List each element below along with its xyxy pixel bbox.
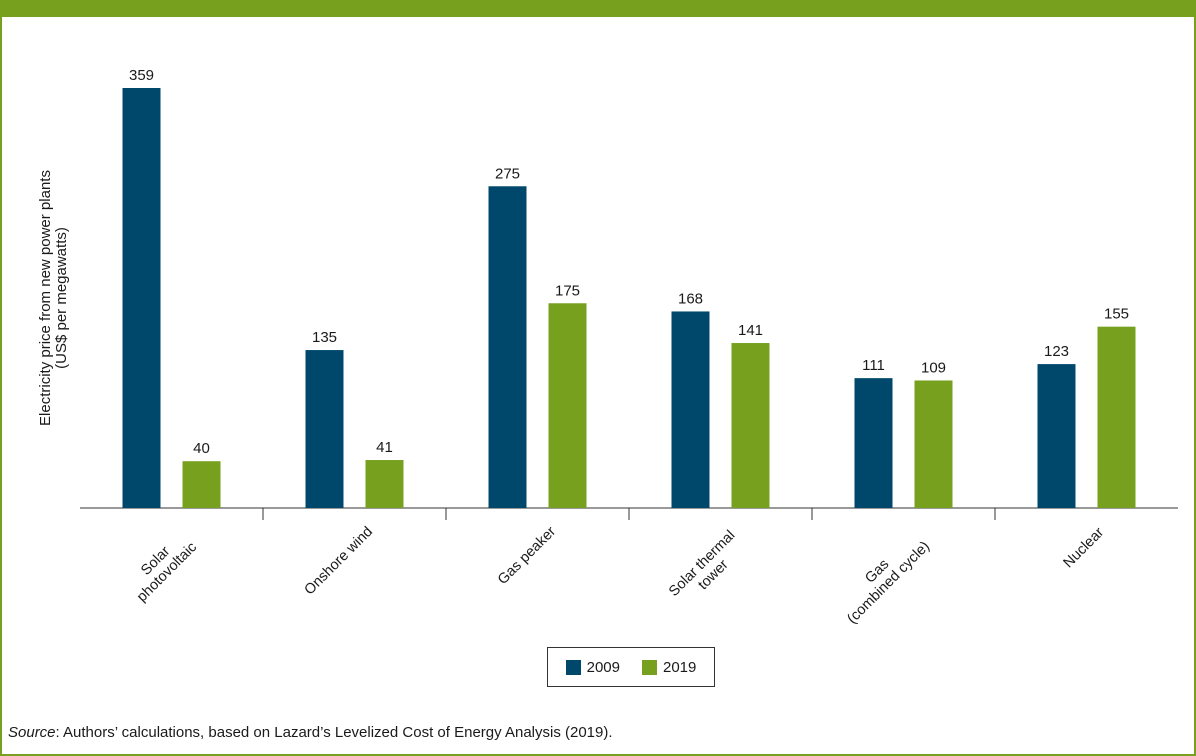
bar-2019 xyxy=(549,303,587,508)
x-tick-label-line: Nuclear xyxy=(1061,525,1108,572)
bar-2019 xyxy=(183,461,221,508)
legend-swatch-2019 xyxy=(642,660,657,675)
bar-value-label: 41 xyxy=(376,439,393,456)
bar-value-label: 111 xyxy=(862,357,885,374)
bar-2009 xyxy=(306,350,344,508)
legend-label-2019: 2019 xyxy=(663,659,696,676)
bar-value-label: 155 xyxy=(1104,306,1129,323)
bar-2009 xyxy=(1038,364,1076,508)
bar-2019 xyxy=(1098,327,1136,508)
bar-value-label: 275 xyxy=(495,165,520,182)
legend-item-2019: 2019 xyxy=(642,659,696,676)
bar-value-label: 40 xyxy=(193,440,210,457)
x-tick-label-line: Onshore wind xyxy=(301,524,376,599)
x-tick-label-line: Gas peaker xyxy=(495,524,559,588)
bar-value-label: 359 xyxy=(129,67,154,84)
x-tick-label: Gas(combined cycle) xyxy=(833,527,933,627)
x-tick-label: Gas peaker xyxy=(495,524,559,588)
x-tick-label: Solar thermaltower xyxy=(666,528,750,612)
x-tick-label-line: (combined cycle) xyxy=(844,538,933,627)
y-axis-label-line: (US$ per megawatts) xyxy=(53,227,70,369)
legend: 2009 2019 xyxy=(547,647,715,687)
bar-value-label: 175 xyxy=(555,282,580,299)
legend-item-2009: 2009 xyxy=(566,659,620,676)
y-axis-label: Electricity price from new power plants(… xyxy=(37,170,70,426)
x-tick-label: Onshore wind xyxy=(301,524,376,599)
bar-value-label: 135 xyxy=(312,329,337,346)
source-label: Source xyxy=(8,724,56,741)
source-note: Source: Authors’ calculations, based on … xyxy=(8,724,613,741)
bar-2009 xyxy=(123,88,161,508)
bar-2019 xyxy=(915,380,953,508)
bar-2009 xyxy=(489,186,527,508)
x-tick-label: Nuclear xyxy=(1061,525,1108,572)
bar-2019 xyxy=(366,460,404,508)
legend-swatch-2009 xyxy=(566,660,581,675)
bar-2009 xyxy=(855,378,893,508)
bar-2019 xyxy=(732,343,770,508)
bar-value-label: 109 xyxy=(921,359,946,376)
bar-value-label: 168 xyxy=(678,290,703,307)
bar-value-label: 123 xyxy=(1044,343,1069,360)
bar-value-label: 141 xyxy=(738,322,763,339)
legend-label-2009: 2009 xyxy=(587,659,620,676)
y-axis-label-line: Electricity price from new power plants xyxy=(37,170,54,426)
x-tick-label: Solarphotovoltaic xyxy=(123,528,200,605)
bar-2009 xyxy=(672,311,710,508)
source-text: : Authors’ calculations, based on Lazard… xyxy=(56,724,613,741)
